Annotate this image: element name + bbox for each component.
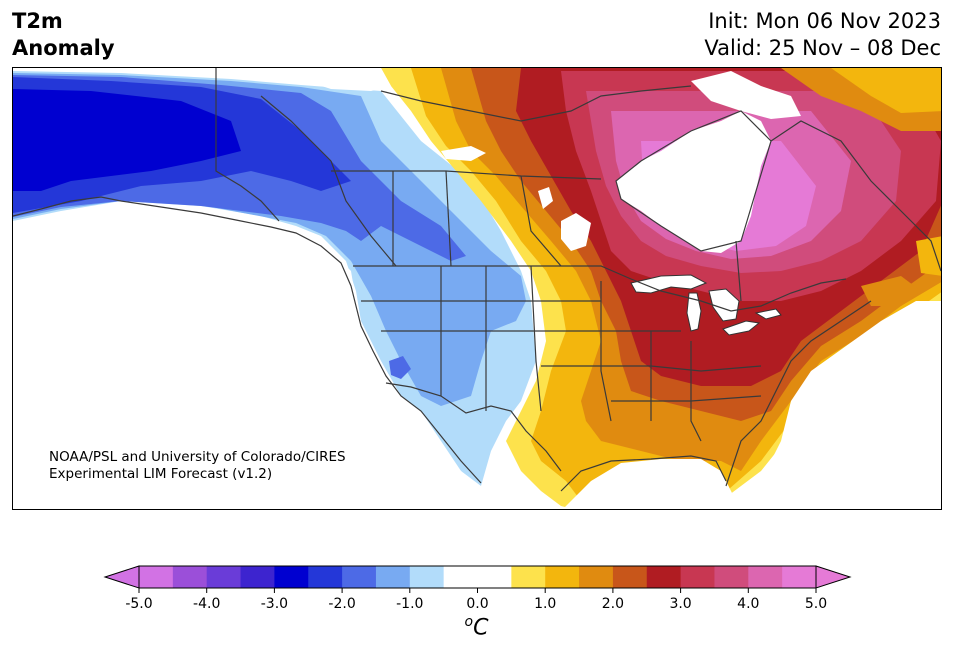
- colorbar-cell: [680, 566, 715, 588]
- arctic-coastline: [380, 85, 692, 122]
- state-line-5: [530, 265, 542, 412]
- colorbar-tick-label: -1.0: [396, 596, 423, 612]
- lake-huron: [708, 288, 740, 322]
- colorbar-cell: [477, 566, 512, 588]
- atlantic-coastline: [725, 300, 872, 487]
- anomaly-map: [12, 67, 942, 510]
- province-line-on-qc: [735, 240, 742, 302]
- colorbar-cell: [342, 566, 377, 588]
- territory-line-north: [331, 170, 602, 180]
- pacific-ocean: [13, 205, 499, 509]
- province-line-bc-ab: [330, 160, 397, 267]
- valid-date-label: Valid: 25 Nov – 08 Dec: [704, 36, 941, 60]
- lake-ontario: [754, 308, 782, 320]
- map-title: T2m Anomaly: [12, 8, 115, 62]
- borders: [13, 68, 941, 492]
- colorbar-tick-label: 0.0: [466, 596, 488, 612]
- title-line-2: Anomaly: [12, 36, 115, 60]
- colorbar-cell: [579, 566, 614, 588]
- colorbar-tick-label: 1.0: [534, 596, 556, 612]
- great-slave-lake: [538, 187, 553, 209]
- state-line-6: [600, 281, 612, 422]
- colorbar-cell: [409, 566, 445, 588]
- colorbar-tick-label: -5.0: [125, 596, 152, 612]
- labrador-coastline: [770, 120, 941, 272]
- credit-line-2: Experimental LIM Forecast (v1.2): [49, 466, 273, 482]
- credit-line-1: NOAA/PSL and University of Colorado/CIRE…: [49, 449, 346, 465]
- colorbar-cell: [206, 566, 242, 588]
- colorbar-cell: [612, 566, 648, 588]
- colorbar-cell: [375, 566, 411, 588]
- colorbar-cell: [139, 566, 174, 588]
- pacific-coastline: [13, 196, 482, 484]
- us-canada-border: [353, 265, 847, 312]
- land-west-deep-blue: [13, 89, 241, 191]
- colorbar-cell: [782, 566, 817, 588]
- cold-anomaly-shading: [13, 71, 536, 486]
- gulf-coastline: [560, 455, 727, 492]
- colorbar-tick-label: 5.0: [805, 596, 827, 612]
- colorbar-tick-label: -2.0: [328, 596, 355, 612]
- colorbar-tick-label: 4.0: [737, 596, 759, 612]
- cold-pocket-southwest: [389, 356, 411, 379]
- alaska-canada-border: [215, 68, 280, 222]
- colorbar-tick-label: 3.0: [669, 596, 691, 612]
- credit-text: NOAA/PSL and University of Colorado/CIRE…: [49, 449, 346, 483]
- title-line-1: T2m: [12, 9, 63, 33]
- colorbar-cell: [511, 566, 546, 588]
- lake-michigan: [686, 292, 702, 332]
- colorbar-units-label: oC: [0, 614, 953, 640]
- celsius-letter: C: [473, 615, 489, 641]
- colorbar-tick-label: -4.0: [193, 596, 220, 612]
- gulf-of-mexico: [563, 459, 740, 509]
- great-bear-lake: [561, 213, 591, 251]
- colorbar-cell: [748, 566, 783, 588]
- colorbar-ticks: -5.0 -4.0 -3.0 -2.0 -1.0 0.0 1.0 2.0 3.0 4.0 5.0: [125, 588, 827, 612]
- colorbar-tick-label: 2.0: [602, 596, 624, 612]
- colorbar-cell: [714, 566, 749, 588]
- colorbar-cell: [274, 566, 309, 588]
- water-bodies: [13, 68, 941, 509]
- baffin-water: [691, 71, 801, 119]
- colorbar-cell: [443, 566, 478, 588]
- great-lakes: [630, 274, 782, 336]
- arctic-ocean: [301, 68, 391, 91]
- arctic-white-patch: [441, 146, 486, 161]
- colorbar-cell: [240, 566, 275, 588]
- state-line-10: [611, 395, 762, 402]
- colorbar-cell: [545, 566, 580, 588]
- lake-erie: [722, 320, 761, 336]
- province-line-sk-mb: [445, 170, 452, 267]
- colorbar-cells: [139, 566, 817, 588]
- colorbar-under-triangle: [103, 565, 140, 589]
- degree-symbol: o: [464, 614, 474, 630]
- colorbar-tick-label: -3.0: [261, 596, 288, 612]
- init-date-label: Init: Mon 06 Nov 2023: [708, 9, 941, 33]
- lake-superior: [630, 274, 708, 294]
- territory-line-yukon-nwt: [260, 95, 332, 162]
- arctic-gold-patch: [831, 68, 941, 113]
- forecast-dates: Init: Mon 06 Nov 2023 Valid: 25 Nov – 08…: [704, 8, 941, 62]
- hudson-bay: [616, 111, 771, 253]
- province-line-mb-on: [520, 175, 562, 267]
- us-mexico-border: [385, 382, 562, 472]
- colorbar-cell: [646, 566, 682, 588]
- hudson-bay-outline: [615, 110, 772, 252]
- colorbar-cell: [172, 566, 208, 588]
- atlantic-ocean: [742, 301, 941, 509]
- state-line-9: [690, 341, 702, 442]
- newfoundland-gold-patch: [916, 236, 941, 276]
- colorbar-cell: [308, 566, 343, 588]
- colorbar: -5.0 -4.0 -3.0 -2.0 -1.0 0.0 1.0 2.0 3.0 4.0 5.0: [103, 565, 852, 612]
- anomaly-map-svg: [13, 68, 941, 509]
- maritimes-orange-patch: [861, 276, 921, 306]
- colorbar-over-triangle: [815, 565, 852, 589]
